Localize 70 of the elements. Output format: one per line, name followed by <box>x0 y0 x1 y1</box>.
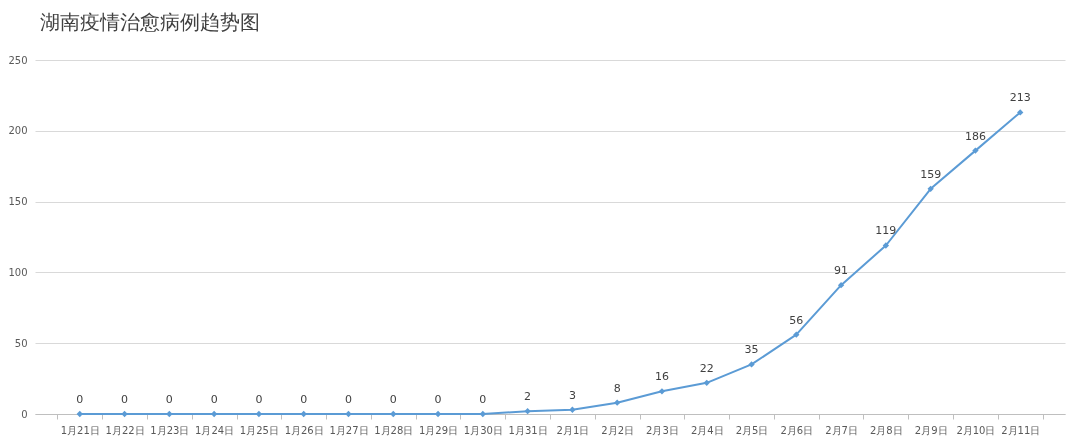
data-label: 119 <box>875 224 897 238</box>
x-tick-label: 1月28日 <box>374 424 414 436</box>
data-label: 91 <box>834 264 849 278</box>
point <box>76 410 83 418</box>
x-tick-label: 1月31日 <box>508 424 548 436</box>
x-tick-label: 2月6日 <box>780 424 814 436</box>
y-tick-label: 0 <box>21 408 28 420</box>
data-label: 0 <box>479 393 487 406</box>
point <box>837 281 845 289</box>
x-tick-label: 2月3日 <box>646 424 679 436</box>
data-label: 0 <box>300 393 308 406</box>
data-label: 8 <box>613 381 621 395</box>
data-label: 0 <box>389 393 397 406</box>
data-label: 2 <box>524 390 532 404</box>
point <box>748 361 755 368</box>
x-tick-label: 1月25日 <box>239 424 279 436</box>
point <box>972 147 979 154</box>
point <box>658 388 666 395</box>
x-tick-label: 2月4日 <box>690 424 724 436</box>
data-label: 16 <box>654 370 669 384</box>
x-tick-label: 2月8日 <box>870 424 903 436</box>
point <box>121 410 128 418</box>
data-label: 22 <box>699 361 714 375</box>
point <box>345 410 352 418</box>
point <box>166 410 173 418</box>
chart-title: 湖南疫情治愈病例趋势图 <box>40 10 260 34</box>
x-tick-label: 2月11日 <box>1001 424 1041 436</box>
data-label: 0 <box>210 393 218 406</box>
x-tick-label: 2月1日 <box>556 424 590 436</box>
x-tick-label: 2月2日 <box>601 424 635 436</box>
x-tick-label: 1月29日 <box>419 424 459 436</box>
data-label: 0 <box>434 393 442 406</box>
point <box>703 379 710 387</box>
data-label: 35 <box>744 343 759 357</box>
data-label: 56 <box>789 313 804 327</box>
data-label: 0 <box>344 393 352 406</box>
x-tick-label: 1月22日 <box>105 424 145 436</box>
data-label: 213 <box>1009 91 1031 105</box>
point <box>524 408 531 415</box>
x-tick-label: 1月23日 <box>150 424 190 436</box>
data-label: 3 <box>568 388 576 402</box>
data-label: 0 <box>165 393 173 406</box>
point <box>479 410 486 418</box>
data-label: 0 <box>121 393 129 406</box>
x-tick-label: 1月26日 <box>284 424 324 436</box>
point <box>614 399 621 406</box>
point <box>300 410 307 418</box>
y-tick-label: 250 <box>8 54 28 66</box>
data-label: 159 <box>920 167 942 181</box>
data-label: 186 <box>964 129 986 143</box>
x-tick-label: 1月21日 <box>60 424 100 436</box>
x-tick-label: 1月30日 <box>463 424 503 436</box>
point <box>927 185 934 193</box>
y-tick-label: 200 <box>8 125 28 137</box>
point <box>882 242 890 249</box>
x-tick-label: 2月9日 <box>914 424 948 436</box>
point <box>1017 109 1024 116</box>
x-tick-label: 1月24日 <box>195 424 235 436</box>
data-label: 0 <box>76 393 84 406</box>
y-tick-label: 150 <box>8 196 28 208</box>
x-tick-label: 2月10日 <box>956 424 996 436</box>
y-tick-label: 50 <box>14 337 28 349</box>
x-tick-label: 2月5日 <box>735 424 769 436</box>
data-label: 0 <box>255 393 263 406</box>
point <box>569 406 576 413</box>
point <box>390 410 397 418</box>
x-tick-label: 2月7日 <box>825 424 858 436</box>
point <box>793 331 800 338</box>
y-tick-label: 100 <box>8 266 28 278</box>
x-tick-label: 1月27日 <box>329 424 369 436</box>
